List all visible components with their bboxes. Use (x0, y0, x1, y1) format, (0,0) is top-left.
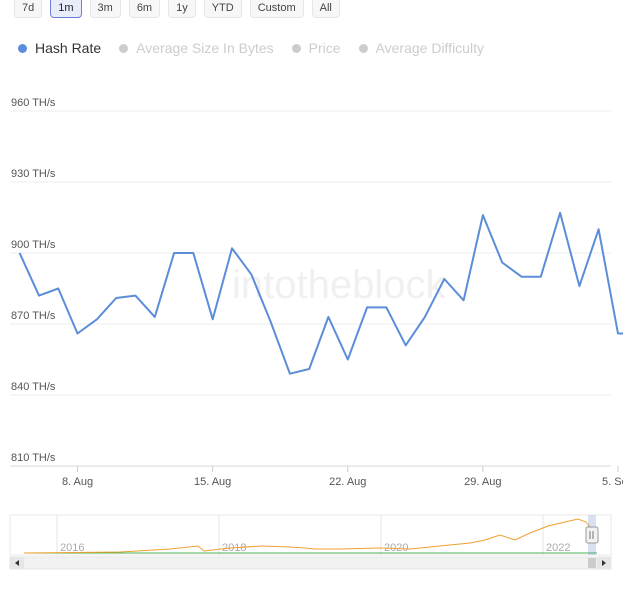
x-tick-label: 29. Aug (464, 476, 501, 488)
range-button-1m[interactable]: 1m (50, 0, 82, 18)
grid-lines (10, 110, 611, 396)
legend-dot-icon (291, 43, 301, 53)
x-tick-label: 22. Aug (329, 476, 366, 488)
navigator-years: 2016 2018 2020 2022 (56, 515, 570, 555)
legend-dot-icon (119, 43, 129, 53)
legend-dot-icon (18, 43, 27, 53)
legend-label: Average Difficulty (375, 40, 484, 56)
x-axis: 8. Aug 15. Aug 22. Aug 29. Aug 5. Sep (62, 466, 623, 488)
scrollbar-thumb[interactable] (588, 558, 596, 568)
scrollbar-track[interactable] (9, 556, 612, 570)
navigator-handle[interactable] (585, 526, 599, 544)
navigator-year-label: 2022 (546, 542, 570, 554)
legend-label: Price (308, 40, 341, 56)
series-line-hash-rate (18, 211, 623, 375)
y-tick-label: 960 TH/s (11, 97, 56, 109)
range-selector: 7d 1m 3m 6m 1y YTD Custom All (14, 0, 340, 18)
range-button-7d[interactable]: 7d (14, 0, 43, 18)
legend-label: Average Size In Bytes (136, 40, 274, 56)
legend-label: Hash Rate (35, 40, 102, 56)
scroll-right-icon (602, 560, 606, 566)
legend-item[interactable]: Average Difficulty (358, 40, 484, 56)
scrollbar[interactable] (9, 556, 612, 570)
navigator[interactable]: 2016 2018 2020 2022 (9, 514, 612, 556)
range-button-ytd[interactable]: YTD (203, 0, 242, 18)
legend: Hash Rate Average Size In Bytes Price Avera… (18, 40, 484, 56)
watermark: intotheblock (232, 263, 446, 307)
range-button-all[interactable]: All (311, 0, 340, 18)
range-button-1y[interactable]: 1y (168, 0, 196, 18)
y-tick-label: 870 TH/s (11, 310, 56, 322)
scroll-left-icon (15, 560, 19, 566)
navigator-year-label: 2020 (384, 542, 408, 554)
range-button-custom[interactable]: Custom (249, 0, 304, 18)
y-tick-label: 810 TH/s (11, 452, 56, 464)
x-tick-label: 5. Sep (602, 476, 623, 488)
range-button-6m[interactable]: 6m (128, 0, 161, 18)
x-tick-label: 8. Aug (62, 476, 93, 488)
legend-dot-icon (358, 43, 368, 53)
legend-item[interactable]: Price (291, 40, 341, 56)
y-tick-label: 840 TH/s (11, 381, 56, 393)
legend-item[interactable]: Average Size In Bytes (119, 40, 274, 56)
y-tick-label: 900 TH/s (11, 239, 56, 251)
navigator-year-label: 2016 (60, 542, 84, 554)
x-tick-label: 15. Aug (194, 476, 231, 488)
legend-item[interactable]: Hash Rate (18, 40, 101, 56)
y-axis: 810 TH/s 840 TH/s 870 TH/s 900 TH/s 930 TH/s… (11, 97, 56, 464)
range-button-3m[interactable]: 3m (89, 0, 121, 18)
y-tick-label: 930 TH/s (11, 168, 56, 180)
navigator-line (23, 518, 591, 554)
